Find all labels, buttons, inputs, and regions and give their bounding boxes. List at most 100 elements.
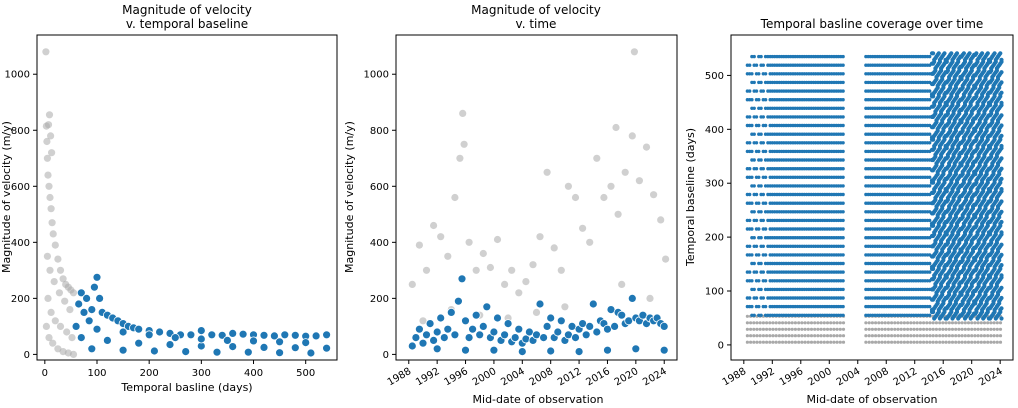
kept-point (181, 347, 191, 357)
excluded-point (749, 321, 753, 325)
excluded-point (532, 308, 541, 316)
excluded-point (902, 321, 907, 325)
kept-point (238, 329, 248, 339)
excluded-point (774, 334, 778, 338)
kept-point (243, 347, 253, 357)
kept-point (999, 70, 1004, 75)
excluded-point (941, 321, 945, 325)
kept-point (503, 319, 513, 329)
kept-point (754, 63, 759, 67)
excluded-point (883, 334, 887, 338)
kept-point (750, 304, 754, 309)
kept-point (999, 187, 1004, 192)
excluded-point (880, 340, 884, 344)
kept-point (750, 227, 754, 231)
excluded-point (966, 334, 971, 338)
excluded-point (915, 327, 919, 331)
panel-3-points (745, 51, 1004, 344)
panel-2-y-label: Magnitude of velocity (m/y) (343, 121, 356, 273)
panel-1-y-label: Magnitude of velocity (m/y) (0, 121, 13, 273)
excluded-point (761, 334, 766, 338)
y-tick-label: 400 (370, 238, 389, 249)
kept-point (748, 141, 752, 145)
excluded-point (825, 321, 830, 325)
excluded-point (806, 334, 810, 338)
excluded-point (883, 340, 887, 344)
kept-point (928, 175, 932, 179)
excluded-point (803, 334, 807, 338)
kept-point (757, 175, 761, 179)
excluded-point (915, 334, 919, 338)
kept-point (999, 219, 1004, 225)
excluded-point (784, 321, 788, 325)
excluded-point (813, 321, 817, 325)
excluded-point (938, 334, 942, 338)
kept-point (763, 304, 768, 309)
x-tick-label: 0 (42, 368, 48, 379)
x-tick-label: 2008 (528, 366, 556, 388)
excluded-point (819, 334, 823, 338)
kept-point (754, 141, 759, 145)
excluded-point (947, 321, 951, 325)
kept-point (999, 80, 1004, 85)
panel-2-title-line-1: Magnitude of velocity (471, 3, 601, 17)
x-tick-label: 1996 (778, 366, 806, 388)
kept-point (841, 167, 845, 171)
kept-point (928, 184, 932, 188)
excluded-point (66, 306, 74, 314)
kept-point (761, 296, 765, 300)
kept-point (118, 327, 128, 337)
kept-point (752, 261, 756, 266)
kept-point (301, 338, 311, 348)
kept-point (999, 316, 1004, 321)
kept-point (750, 201, 754, 205)
excluded-point (835, 321, 839, 325)
excluded-point (841, 321, 846, 325)
excluded-point (982, 321, 987, 325)
kept-point (841, 184, 845, 188)
excluded-point (963, 334, 967, 338)
excluded-point (880, 327, 884, 331)
excluded-point (771, 321, 775, 325)
kept-point (748, 63, 752, 67)
kept-point (748, 244, 752, 248)
excluded-point (934, 327, 939, 331)
excluded-point (995, 340, 999, 344)
kept-point (841, 132, 845, 136)
excluded-point (931, 321, 935, 325)
excluded-point (976, 334, 980, 338)
excluded-point (49, 339, 57, 347)
kept-point (999, 230, 1004, 235)
kept-point (418, 338, 428, 348)
excluded-point (992, 340, 996, 344)
excluded-point (809, 327, 814, 331)
excluded-point (915, 340, 919, 344)
excluded-point (944, 321, 948, 325)
kept-point (757, 72, 761, 76)
excluded-point (832, 321, 836, 325)
excluded-point (44, 121, 53, 129)
excluded-point (515, 289, 523, 297)
kept-point (928, 313, 932, 317)
excluded-point (966, 327, 971, 331)
kept-point (468, 324, 478, 334)
excluded-point (870, 321, 875, 325)
excluded-point (797, 327, 801, 331)
kept-point (759, 132, 763, 136)
kept-point (259, 330, 269, 340)
kept-point (763, 98, 768, 102)
excluded-point (800, 340, 804, 344)
kept-point (439, 333, 449, 343)
kept-point (422, 330, 431, 340)
excluded-point (768, 327, 772, 331)
excluded-point (960, 334, 964, 338)
excluded-point (925, 340, 929, 344)
excluded-point (543, 168, 551, 176)
kept-point (752, 287, 756, 292)
kept-point (954, 51, 960, 56)
y-tick-label: 100 (705, 287, 724, 298)
kept-point (757, 227, 761, 231)
excluded-point (890, 340, 894, 344)
